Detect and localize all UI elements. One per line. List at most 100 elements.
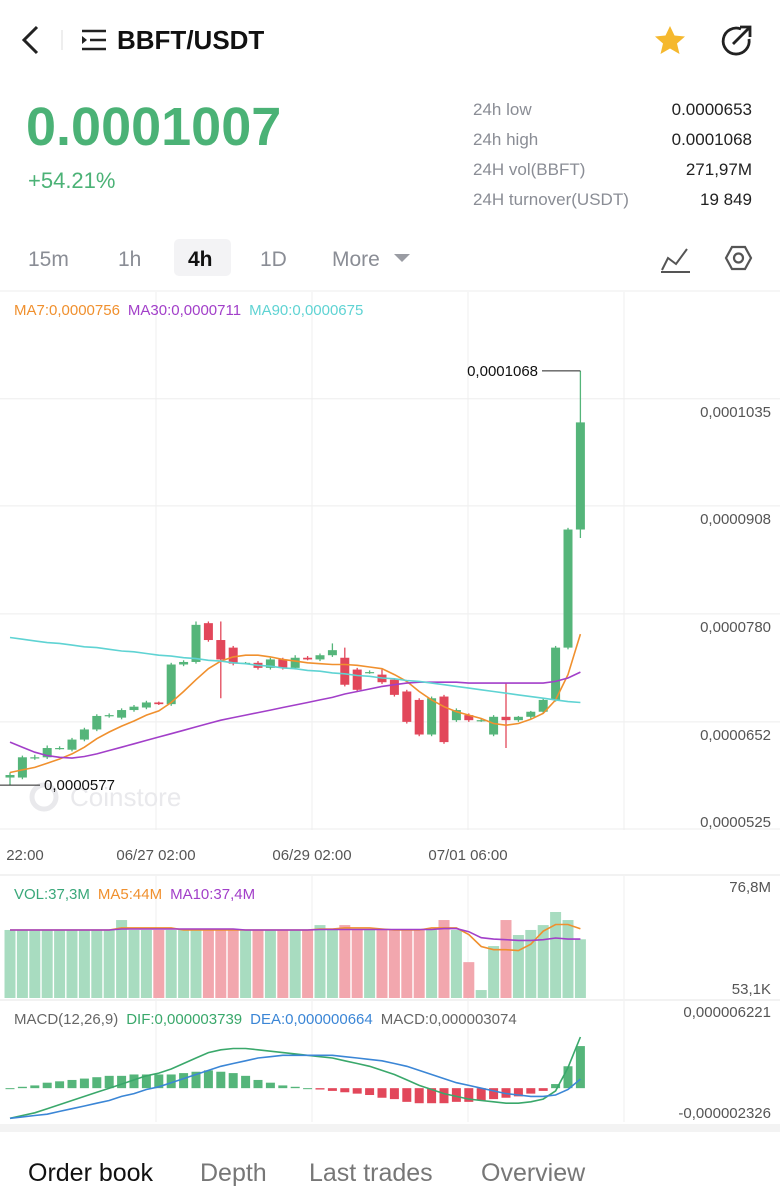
macd-bar bbox=[166, 1074, 176, 1089]
candle-body bbox=[30, 757, 40, 759]
volume-bar bbox=[488, 946, 500, 998]
legend-label: MA7:0,0000756 bbox=[14, 302, 120, 319]
volume-bar bbox=[426, 929, 438, 998]
candle-body bbox=[340, 657, 350, 685]
back-button[interactable] bbox=[21, 25, 39, 55]
macd-bar bbox=[141, 1074, 151, 1089]
macd-bar bbox=[551, 1084, 561, 1089]
macd-bar bbox=[79, 1078, 89, 1089]
macd-bar bbox=[67, 1079, 77, 1089]
interval-tab[interactable]: 1h bbox=[118, 248, 141, 271]
macd-bar bbox=[414, 1088, 424, 1104]
volume-bar bbox=[165, 929, 177, 998]
indicator-line bbox=[9, 1054, 581, 1120]
volume-bar bbox=[264, 929, 276, 998]
menu-icon[interactable] bbox=[82, 29, 106, 51]
volume-bar bbox=[16, 929, 28, 998]
bottom-tab[interactable]: Overview bbox=[481, 1159, 586, 1187]
volume-bar bbox=[202, 929, 214, 998]
stat-label: 24H turnover(USDT) bbox=[473, 190, 629, 209]
indicator-line bbox=[9, 633, 582, 774]
bottom-tab[interactable]: Depth bbox=[200, 1159, 267, 1187]
macd-bar bbox=[55, 1081, 65, 1089]
indicator-line bbox=[10, 927, 581, 942]
macd-bar bbox=[352, 1088, 362, 1094]
candle-body bbox=[67, 739, 77, 750]
volume-bar bbox=[463, 962, 475, 998]
legend-label: DIF:0,000003739 bbox=[126, 1011, 242, 1028]
macd-bar bbox=[104, 1075, 114, 1089]
indicator-line bbox=[9, 636, 581, 704]
macd-bar bbox=[30, 1085, 40, 1089]
candle-body bbox=[352, 669, 362, 690]
interval-tab[interactable]: 15m bbox=[28, 248, 69, 271]
macd-bar bbox=[154, 1074, 164, 1089]
settings-icon[interactable] bbox=[724, 245, 753, 271]
candle-body bbox=[526, 711, 536, 717]
volume-bar bbox=[364, 929, 376, 998]
candle-body bbox=[166, 664, 176, 705]
x-tick-label: 06/29 02:00 bbox=[272, 847, 351, 864]
y-tick-label: 0,000006221 bbox=[683, 1004, 771, 1021]
volume-bar bbox=[388, 929, 400, 998]
candle-body bbox=[451, 710, 461, 721]
x-tick-label: 07/01 06:00 bbox=[428, 847, 507, 864]
y-tick-label: 0,0000780 bbox=[700, 619, 771, 636]
macd-bar bbox=[526, 1088, 536, 1094]
macd-bar bbox=[228, 1073, 238, 1089]
interval-tab[interactable]: More bbox=[332, 248, 380, 271]
candle-body bbox=[501, 716, 511, 721]
candle-body bbox=[538, 699, 548, 712]
macd-bar bbox=[179, 1073, 189, 1089]
volume-bar bbox=[78, 929, 90, 998]
volume-bar bbox=[339, 925, 351, 998]
y-tick-label: 53,1K bbox=[732, 981, 771, 998]
bottom-tab[interactable]: Last trades bbox=[309, 1159, 433, 1187]
candle-body bbox=[17, 757, 27, 778]
legend-label: MACD(12,26,9) bbox=[14, 1011, 118, 1028]
active-tab-bg bbox=[174, 239, 231, 276]
volume-bar bbox=[500, 920, 512, 998]
macd-bar bbox=[92, 1077, 102, 1089]
bottom-tab[interactable]: Order book bbox=[28, 1159, 154, 1187]
interval-tabs: 15m 1h 4h 1D More bbox=[28, 248, 380, 271]
volume-bar bbox=[29, 929, 41, 998]
candle-body bbox=[79, 729, 89, 740]
macd-bar bbox=[216, 1071, 226, 1089]
legend-label: MA30:0,0000711 bbox=[128, 302, 241, 319]
macd-bar bbox=[538, 1088, 548, 1091]
macd-bar bbox=[241, 1075, 251, 1089]
interval-tab[interactable]: 1D bbox=[260, 248, 287, 271]
volume-bar bbox=[351, 929, 363, 998]
macd-bar bbox=[451, 1088, 461, 1102]
candle-body bbox=[365, 672, 375, 674]
candle-body bbox=[203, 623, 213, 641]
legend-label: MA10:37,4M bbox=[170, 886, 255, 903]
favorite-star[interactable] bbox=[655, 26, 685, 54]
volume-bar bbox=[376, 929, 388, 998]
macd-bar bbox=[117, 1075, 127, 1089]
stat-value: 0.0001068 bbox=[672, 130, 752, 149]
candle-body bbox=[290, 657, 300, 668]
candle-body bbox=[402, 691, 412, 722]
legend-label: VOL:37,3M bbox=[14, 886, 90, 903]
candle-body bbox=[489, 716, 499, 735]
volume-bar bbox=[550, 912, 562, 998]
macd-bar bbox=[340, 1088, 350, 1093]
volume-bar bbox=[252, 929, 264, 998]
stat-label: 24h high bbox=[473, 130, 538, 149]
interval-tab[interactable]: 4h bbox=[188, 248, 213, 271]
candle-body bbox=[154, 702, 164, 705]
macd-bar bbox=[389, 1088, 399, 1100]
candle-body bbox=[563, 529, 573, 648]
volume-bar bbox=[215, 929, 227, 998]
bottom-tabs: Order book Depth Last trades Overview bbox=[28, 1159, 586, 1187]
chart-type-icon[interactable] bbox=[661, 248, 688, 271]
candle-body bbox=[464, 715, 474, 721]
share-icon[interactable] bbox=[721, 25, 752, 56]
volume-bar bbox=[302, 929, 314, 998]
candle-body bbox=[42, 748, 52, 758]
high-marker-label: 0,0001068 bbox=[467, 363, 538, 380]
volume-bar bbox=[240, 929, 252, 998]
